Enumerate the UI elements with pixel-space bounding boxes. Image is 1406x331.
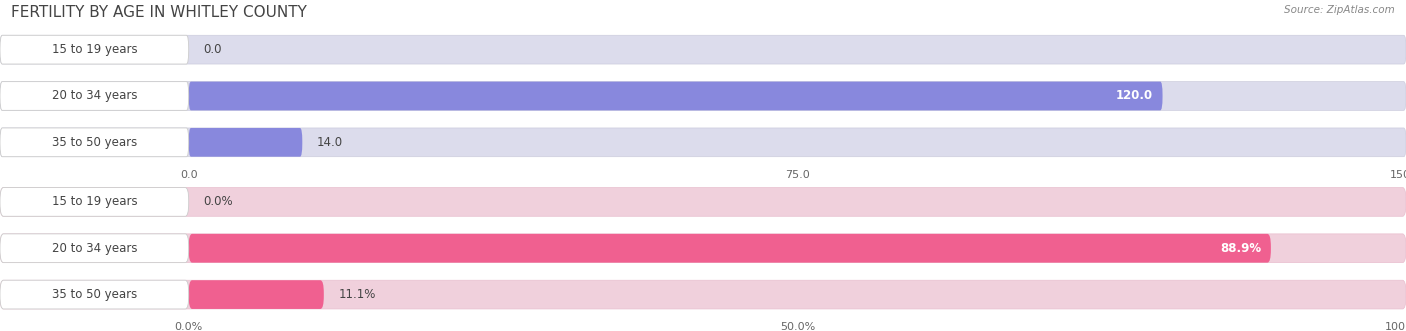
FancyBboxPatch shape xyxy=(0,35,188,64)
Text: 20 to 34 years: 20 to 34 years xyxy=(52,242,138,255)
FancyBboxPatch shape xyxy=(0,128,1406,157)
FancyBboxPatch shape xyxy=(188,82,1163,110)
Text: 20 to 34 years: 20 to 34 years xyxy=(52,89,138,103)
FancyBboxPatch shape xyxy=(0,234,1406,262)
FancyBboxPatch shape xyxy=(0,280,1406,309)
Text: 35 to 50 years: 35 to 50 years xyxy=(52,288,136,301)
Text: 35 to 50 years: 35 to 50 years xyxy=(52,136,136,149)
Text: Source: ZipAtlas.com: Source: ZipAtlas.com xyxy=(1284,5,1395,15)
FancyBboxPatch shape xyxy=(0,128,188,157)
FancyBboxPatch shape xyxy=(0,188,1406,216)
FancyBboxPatch shape xyxy=(188,128,302,157)
FancyBboxPatch shape xyxy=(0,35,1406,64)
Text: 0.0%: 0.0% xyxy=(204,195,233,209)
FancyBboxPatch shape xyxy=(0,234,188,262)
Text: FERTILITY BY AGE IN WHITLEY COUNTY: FERTILITY BY AGE IN WHITLEY COUNTY xyxy=(11,5,307,20)
Text: 15 to 19 years: 15 to 19 years xyxy=(52,43,138,56)
Text: 14.0: 14.0 xyxy=(316,136,343,149)
FancyBboxPatch shape xyxy=(188,234,1271,262)
FancyBboxPatch shape xyxy=(0,82,1406,110)
Text: 0.0: 0.0 xyxy=(204,43,222,56)
FancyBboxPatch shape xyxy=(188,280,323,309)
Text: 88.9%: 88.9% xyxy=(1220,242,1261,255)
Text: 11.1%: 11.1% xyxy=(339,288,375,301)
FancyBboxPatch shape xyxy=(0,280,188,309)
Text: 15 to 19 years: 15 to 19 years xyxy=(52,195,138,209)
FancyBboxPatch shape xyxy=(0,188,188,216)
Text: 120.0: 120.0 xyxy=(1116,89,1153,103)
FancyBboxPatch shape xyxy=(0,82,188,110)
